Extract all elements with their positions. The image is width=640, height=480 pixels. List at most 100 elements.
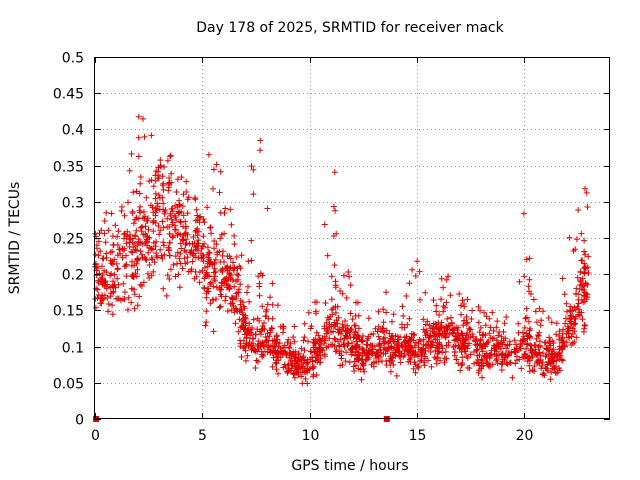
- data-point: [244, 289, 250, 296]
- data-point: [345, 269, 352, 275]
- data-point: [291, 338, 298, 345]
- data-point: [300, 353, 307, 360]
- data-point: [200, 233, 207, 240]
- data-point: [437, 324, 444, 331]
- data-point: [537, 342, 543, 349]
- data-point: [211, 261, 218, 267]
- data-point: [428, 338, 435, 345]
- data-point: [174, 176, 181, 183]
- data-point: [134, 302, 141, 309]
- data-point: [559, 330, 566, 337]
- data-point: [217, 168, 224, 175]
- data-point: [207, 281, 213, 287]
- data-point: [252, 365, 259, 371]
- data-point: [584, 293, 590, 300]
- data-point: [128, 150, 135, 157]
- data-point: [358, 376, 365, 383]
- data-point: [455, 342, 462, 349]
- data-point: [427, 349, 434, 355]
- data-point: [464, 319, 471, 326]
- data-point: [204, 285, 211, 292]
- data-point: [582, 265, 589, 272]
- data-point: [341, 343, 348, 350]
- data-point: [97, 300, 104, 307]
- data-point: [342, 318, 348, 324]
- data-point: [365, 315, 372, 322]
- data-point: [267, 329, 274, 336]
- data-point: [498, 333, 505, 340]
- data-point: [423, 330, 430, 337]
- data-point: [526, 332, 532, 339]
- data-point: [235, 272, 242, 279]
- data-point: [499, 361, 506, 368]
- data-point: [417, 338, 424, 345]
- data-point: [443, 276, 450, 283]
- y-tick-label: 0.4: [62, 123, 84, 139]
- data-point: [111, 256, 118, 263]
- data-point: [321, 221, 328, 228]
- data-point: [473, 347, 480, 354]
- data-point: [441, 355, 448, 362]
- data-point: [475, 319, 482, 326]
- data-point: [571, 320, 578, 327]
- data-point: [477, 324, 484, 331]
- data-point: [352, 344, 359, 350]
- data-point: [458, 330, 465, 336]
- data-point: [475, 303, 482, 310]
- data-point: [248, 342, 255, 349]
- data-point: [109, 233, 116, 240]
- data-point: [573, 236, 580, 243]
- data-point: [237, 281, 244, 288]
- data-point: [583, 189, 590, 196]
- data-point: [219, 252, 226, 259]
- data-point: [130, 244, 137, 251]
- data-point: [143, 218, 150, 224]
- data-point: [343, 349, 350, 356]
- data-point: [184, 259, 191, 266]
- data-point: [380, 338, 387, 345]
- data-point: [566, 234, 573, 241]
- data-point: [208, 259, 214, 266]
- data-point: [460, 322, 467, 329]
- data-point: [331, 343, 338, 350]
- data-point: [355, 357, 362, 364]
- data-point: [479, 374, 486, 381]
- data-point: [127, 235, 134, 242]
- data-point: [326, 324, 333, 330]
- data-point: [440, 308, 447, 315]
- data-point: [114, 265, 121, 272]
- data-point: [383, 289, 390, 296]
- data-point: [442, 348, 449, 355]
- data-point: [390, 311, 397, 318]
- x-axis-label: GPS time / hours: [291, 458, 408, 474]
- data-point: [412, 361, 419, 368]
- data-point: [92, 251, 99, 258]
- axis-layer: 0 0.05 0.1 0.15 0.2 0.25 0.3 0.35 0.4 0.45 0.5 0 5 10…: [53, 51, 610, 444]
- data-point: [399, 303, 406, 310]
- data-point: [193, 206, 200, 213]
- data-point: [112, 222, 119, 229]
- data-point: [542, 339, 549, 346]
- data-point: [157, 157, 164, 164]
- data-point: [420, 316, 427, 323]
- data-point: [213, 161, 220, 168]
- data-point: [167, 152, 174, 159]
- data-point: [110, 289, 116, 296]
- data-point: [558, 356, 565, 363]
- data-point: [464, 354, 471, 361]
- data-point: [109, 311, 116, 318]
- data-point: [192, 228, 199, 235]
- data-point: [135, 134, 142, 141]
- data-point: [365, 335, 372, 342]
- data-point: [482, 332, 489, 339]
- data-point: [170, 233, 177, 240]
- data-point: [250, 191, 257, 198]
- data-point: [459, 332, 466, 339]
- data-point: [493, 324, 500, 331]
- data-point: [154, 200, 161, 207]
- data-point: [183, 229, 189, 236]
- data-point: [526, 362, 533, 369]
- data-point: [137, 203, 144, 210]
- data-point: [371, 359, 377, 366]
- data-point: [235, 286, 242, 293]
